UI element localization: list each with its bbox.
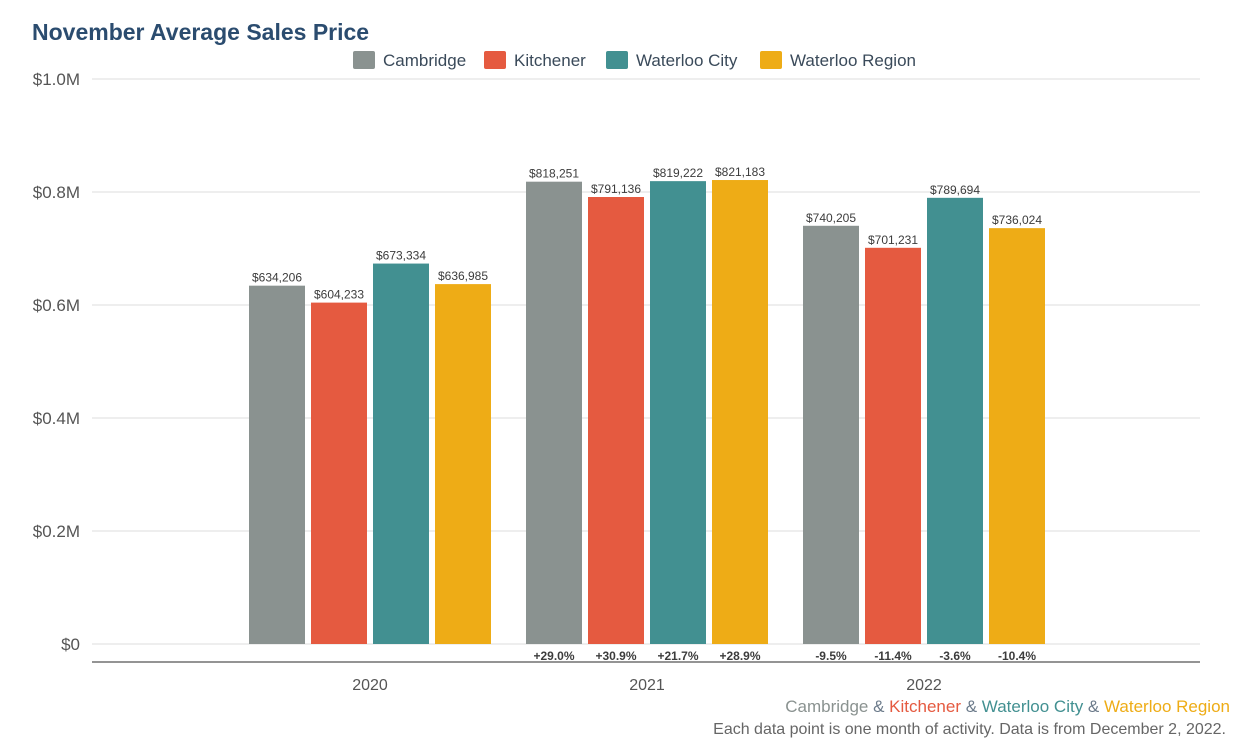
bar-change-label: +29.0% <box>533 649 574 663</box>
x-tick-label: 2021 <box>629 677 665 694</box>
y-tick-label: $1.0M <box>33 70 80 89</box>
bar <box>927 197 983 645</box>
bar-value-label: $701,231 <box>868 233 918 247</box>
bar-value-label: $604,233 <box>314 288 364 302</box>
bar-change-label: +28.9% <box>719 649 760 663</box>
footer-credit-part: & <box>868 697 889 716</box>
legend-label: Waterloo Region <box>790 51 916 70</box>
x-axis: 2020 2021 2022 <box>92 661 1200 694</box>
legend-swatch <box>353 51 375 69</box>
legend: Cambridge Kitchener Waterloo City Waterloo … <box>353 51 916 70</box>
y-tick-label: $0.2M <box>33 522 80 541</box>
legend-swatch <box>484 51 506 69</box>
bar-value-label: $636,985 <box>438 269 488 283</box>
bar-change-label: -9.5% <box>815 649 847 663</box>
bars: $634,206 $604,233 $673,334 $636,985 $818,251… <box>249 165 1045 663</box>
footer-credit-part: Cambridge <box>785 697 868 716</box>
footer-credit-part: Waterloo Region <box>1104 697 1230 716</box>
y-tick-label: $0.8M <box>33 183 80 202</box>
footer-credit: Cambridge & Kitchener & Waterloo City & … <box>785 697 1230 716</box>
bar-value-label: $819,222 <box>653 166 703 180</box>
y-axis: $0 $0.2M $0.4M $0.6M $0.8M $1.0M <box>33 70 80 654</box>
bar <box>435 284 491 644</box>
bar-change-label: -11.4% <box>874 649 912 663</box>
bar <box>865 247 921 644</box>
bar <box>311 302 367 644</box>
bar <box>712 180 768 644</box>
bar-value-label: $791,136 <box>591 182 641 196</box>
bar-value-label: $818,251 <box>529 167 579 181</box>
footer-credit-part: & <box>1083 697 1104 716</box>
footer-credit-part: & <box>961 697 982 716</box>
y-tick-label: $0.6M <box>33 296 80 315</box>
bar <box>373 263 429 644</box>
bar-change-label: +30.9% <box>595 649 636 663</box>
chart-title: November Average Sales Price <box>32 19 369 45</box>
bar <box>803 225 859 644</box>
footer-credit-part: Waterloo City <box>982 697 1084 716</box>
bar-value-label: $821,183 <box>715 165 765 179</box>
bar <box>249 285 305 644</box>
bar-value-label: $673,334 <box>376 249 426 263</box>
bar-change-label: +21.7% <box>657 649 698 663</box>
legend-swatch <box>760 51 782 69</box>
y-tick-label: $0.4M <box>33 409 80 428</box>
bar <box>526 181 582 645</box>
bar <box>588 197 644 644</box>
bar-value-label: $789,694 <box>930 183 980 197</box>
x-tick-label: 2022 <box>906 677 942 694</box>
bar-change-label: -10.4% <box>998 649 1036 663</box>
footer-credit-part: Kitchener <box>889 697 961 716</box>
x-tick-label: 2020 <box>352 677 388 694</box>
bar-value-label: $736,024 <box>992 213 1042 227</box>
legend-label: Waterloo City <box>636 51 738 70</box>
bar-change-label: -3.6% <box>939 649 971 663</box>
legend-swatch <box>606 51 628 69</box>
footer-note: Each data point is one month of activity… <box>713 721 1226 738</box>
bar <box>650 181 706 644</box>
y-tick-label: $0 <box>61 635 80 654</box>
legend-label: Kitchener <box>514 51 586 70</box>
bar-value-label: $634,206 <box>252 271 302 285</box>
legend-label: Cambridge <box>383 51 466 70</box>
bar-value-label: $740,205 <box>806 211 856 225</box>
bar <box>989 228 1045 645</box>
